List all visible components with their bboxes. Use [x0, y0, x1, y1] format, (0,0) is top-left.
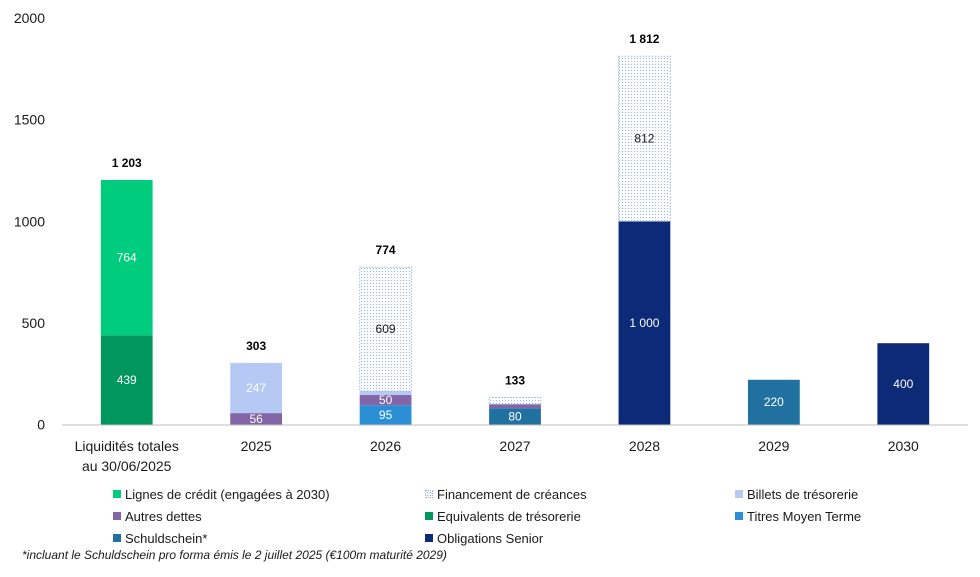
x-tick-label: 2025 [241, 438, 272, 454]
bar-segment [488, 396, 542, 405]
legend-item: Obligations Senior [425, 527, 735, 549]
bar-stack: 56 247 303 [230, 339, 283, 426]
bar-segment [359, 395, 412, 406]
bar-segment [489, 408, 541, 425]
legend-label: Obligations Senior [437, 530, 544, 546]
legend-label: Financement de créances [437, 486, 587, 502]
bar-segment [877, 343, 930, 425]
bar-stack: 439 764 1 203 [100, 156, 153, 425]
legend-swatch [425, 534, 433, 542]
bar-segment [230, 413, 283, 425]
legend-swatch [113, 490, 121, 498]
bar-segment [230, 362, 283, 414]
legend-label: Schuldschein* [125, 530, 208, 546]
bar-segment [100, 179, 153, 336]
legend-label: Lignes de crédit (engagées à 2030) [125, 486, 330, 502]
chart-legend: Lignes de crédit (engagées à 2030) Financ… [113, 483, 965, 549]
x-tick-label: 2029 [758, 438, 789, 454]
legend-item: Lignes de crédit (engagées à 2030) [113, 483, 425, 505]
legend-label: Billets de trésorerie [747, 486, 859, 502]
y-tick-label: 500 [22, 315, 46, 331]
segment-label: 80 [508, 409, 522, 423]
total-label: 774 [376, 243, 396, 257]
total-label: 133 [505, 373, 525, 387]
segment-label: 812 [634, 132, 654, 146]
bar-stack: 1 000 812 1 812 [618, 32, 671, 425]
bar-segment [359, 405, 412, 425]
segment-label: 220 [764, 395, 784, 409]
x-axis: Liquidités totales au 30/06/2025 2025 2026 2… [62, 424, 968, 474]
segment-label: 439 [117, 373, 137, 387]
legend-item: Billets de trésorerie [735, 483, 965, 505]
bar-stack: 220 [747, 379, 800, 425]
segment-label: 764 [117, 251, 137, 265]
total-label: 1 812 [629, 32, 659, 46]
legend-item: Autres dettes [113, 505, 425, 527]
segment-label: 609 [376, 322, 396, 336]
y-tick-label: 2000 [14, 10, 45, 26]
segment-label: 1 000 [629, 316, 659, 330]
segment-label: 247 [246, 381, 266, 395]
bar-segment [359, 266, 412, 392]
legend-item: Schuldschein* [113, 527, 425, 549]
bar-segment [359, 390, 412, 396]
total-label: 303 [246, 339, 266, 353]
footnote: *incluant le Schuldschein pro forma émis… [22, 548, 447, 562]
x-tick-label: 2030 [888, 438, 919, 454]
legend-swatch [425, 512, 433, 520]
legend-label: Equivalents de trésorerie [437, 508, 581, 524]
legend-item: Titres Moyen Terme [735, 505, 965, 527]
legend-swatch [735, 490, 743, 498]
total-label: 1 203 [112, 156, 142, 170]
segment-label: 95 [379, 408, 393, 422]
y-tick-label: 1500 [14, 112, 45, 128]
segment-label: 400 [893, 377, 913, 391]
x-tick-label: 2027 [499, 438, 530, 454]
y-tick-label: 0 [37, 417, 45, 433]
x-tick-label: au 30/06/2025 [82, 458, 172, 474]
legend-item: Equivalents de trésorerie [425, 505, 735, 527]
x-tick-label: 2026 [370, 438, 401, 454]
bar-segment [618, 55, 671, 222]
x-tick-label: 2028 [629, 438, 660, 454]
legend-label: Autres dettes [125, 508, 202, 524]
bar-stack: 400 [877, 343, 930, 425]
segment-label: 56 [249, 412, 263, 426]
legend-swatch [425, 490, 433, 498]
y-axis: 0 500 1000 1500 2000 [14, 10, 45, 433]
legend-swatch [735, 512, 743, 520]
bar-segment [489, 404, 541, 409]
bar-segment [747, 379, 800, 425]
legend-swatch [113, 512, 121, 520]
segment-label: 50 [379, 393, 393, 407]
x-tick-label: Liquidités totales [75, 438, 179, 454]
bar-segment [100, 335, 153, 425]
bar-segment [618, 221, 671, 425]
y-tick-label: 1000 [14, 213, 45, 229]
legend-item: Financement de créances [425, 483, 735, 505]
legend-swatch [113, 534, 121, 542]
bar-stack: 80 133 [488, 373, 542, 425]
legend-label: Titres Moyen Terme [747, 508, 862, 524]
